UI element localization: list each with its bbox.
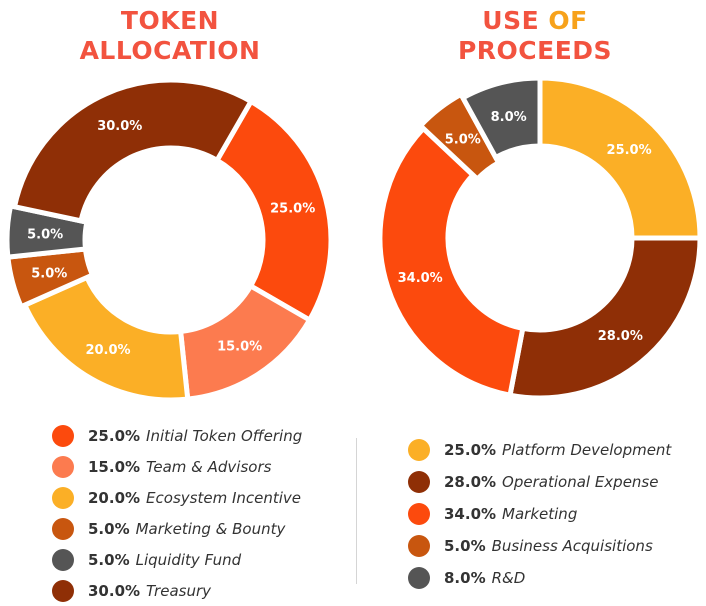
slice-value-label: 15.0% — [217, 340, 262, 355]
legend-value: 15.0% — [88, 457, 141, 476]
title-word: OF — [548, 6, 588, 35]
slice-value-label: 30.0% — [97, 119, 142, 134]
legend-item: 8.0% R&D — [408, 562, 671, 594]
use-of-proceeds-donut-chart: 25.0% 28.0% 34.0% 5.0% 8.0% — [377, 75, 703, 401]
slice-operational-expense — [507, 235, 703, 401]
legend-value: 20.0% — [88, 488, 141, 507]
slice-value-label: 5.0% — [31, 267, 67, 282]
legend-value: 25.0% — [88, 426, 141, 445]
legend-item: 5.0% Marketing & Bounty — [52, 513, 302, 544]
use-of-proceeds-title: USE OF PROCEEDS — [385, 6, 685, 66]
legend-item: 5.0% Business Acquisitions — [408, 530, 671, 562]
legend-value: 8.0% — [444, 569, 486, 587]
legend-value: 30.0% — [88, 581, 141, 600]
legend-label: Marketing & Bounty — [135, 519, 286, 538]
legend-label: Treasury — [146, 581, 211, 600]
legend-swatch — [408, 439, 430, 461]
slice-value-label: 25.0% — [607, 143, 652, 158]
legend-value: 5.0% — [88, 550, 130, 569]
legend-swatch — [408, 567, 430, 589]
slice-initial-token-offering — [213, 98, 334, 324]
legend-label: Initial Token Offering — [146, 426, 303, 445]
legend-swatch — [408, 471, 430, 493]
legend-item: 20.0% Ecosystem Incentive — [52, 482, 302, 513]
legend-swatch — [408, 535, 430, 557]
legend-swatch — [52, 517, 74, 540]
legend-item: 34.0% Marketing — [408, 498, 671, 530]
legend-swatch — [408, 503, 430, 525]
use-of-proceeds-legend: 25.0% Platform Development 28.0% Operationa… — [408, 434, 671, 594]
legend-label: Liquidity Fund — [135, 550, 242, 569]
token-allocation-legend: 25.0% Initial Token Offering 15.0% Team & A… — [52, 420, 302, 606]
slice-value-label: 5.0% — [27, 227, 63, 242]
slice-ecosystem-incentive — [21, 274, 191, 403]
slice-value-label: 5.0% — [445, 132, 481, 147]
legend-label: R&D — [491, 569, 526, 587]
legend-value: 34.0% — [444, 505, 497, 523]
token-allocation-donut-chart: 25.0% 15.0% 20.0% 5.0% 5.0% 30.0% — [4, 77, 334, 403]
title-word: PROCEEDS — [457, 36, 613, 65]
legend-item: 25.0% Platform Development — [408, 434, 671, 466]
title-word: USE — [482, 6, 540, 35]
legend-item: 30.0% Treasury — [52, 575, 302, 606]
legend-swatch — [52, 424, 74, 447]
legend-label: Marketing — [502, 505, 578, 523]
slice-platform-development — [537, 75, 703, 241]
legend-item: 28.0% Operational Expense — [408, 466, 671, 498]
legend-label: Platform Development — [502, 441, 672, 459]
legend-swatch — [52, 455, 74, 478]
slice-value-label: 25.0% — [270, 201, 315, 216]
slice-marketing — [377, 124, 526, 399]
legend-swatch — [52, 486, 74, 509]
legend-item: 25.0% Initial Token Offering — [52, 420, 302, 451]
legend-label: Team & Advisors — [146, 457, 272, 476]
slice-treasury — [11, 77, 255, 224]
legend-divider — [356, 438, 357, 584]
slice-value-label: 28.0% — [598, 329, 643, 344]
slice-value-label: 20.0% — [85, 343, 130, 358]
title-word: TOKEN — [120, 6, 220, 35]
slice-r-d — [459, 75, 543, 161]
token-allocation-title: TOKEN ALLOCATION — [20, 6, 320, 66]
legend-swatch — [52, 548, 74, 571]
legend-swatch — [52, 579, 74, 602]
slice-value-label: 8.0% — [491, 110, 527, 125]
slice-value-label: 34.0% — [398, 271, 443, 286]
legend-value: 5.0% — [444, 537, 486, 555]
legend-value: 25.0% — [444, 441, 497, 459]
title-word: ALLOCATION — [79, 36, 261, 65]
legend-value: 28.0% — [444, 473, 497, 491]
legend-label: Ecosystem Incentive — [146, 488, 302, 507]
legend-label: Operational Expense — [502, 473, 659, 491]
legend-label: Business Acquisitions — [491, 537, 653, 555]
legend-value: 5.0% — [88, 519, 130, 538]
legend-item: 5.0% Liquidity Fund — [52, 544, 302, 575]
legend-item: 15.0% Team & Advisors — [52, 451, 302, 482]
